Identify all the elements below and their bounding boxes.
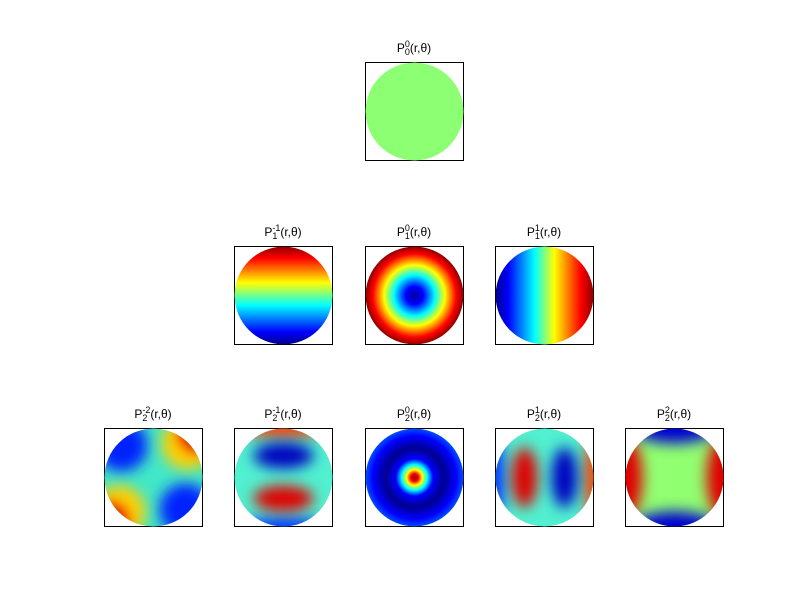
panel: P -11 (r,θ) [234, 223, 333, 345]
blob [706, 435, 724, 520]
title-superscript: 0 [405, 405, 410, 415]
disk [495, 428, 594, 527]
polynomial-image [365, 246, 464, 345]
title-subscript: 1 [405, 231, 410, 241]
title-base: P [397, 225, 405, 239]
disk [234, 246, 333, 345]
title-args: (r,θ) [410, 407, 431, 421]
title-superscript: 1 [535, 405, 540, 415]
title-args: (r,θ) [410, 225, 431, 239]
polynomial-image [365, 62, 464, 161]
disk [495, 246, 594, 345]
title-superscript: -2 [142, 405, 150, 415]
title-subscript: 2 [665, 413, 670, 423]
title-args: (r,θ) [280, 407, 301, 421]
panel: P 02 (r,θ) [365, 405, 464, 527]
title-superscript: 0 [405, 223, 410, 233]
blob [253, 442, 314, 469]
panel: P 01 (r,θ) [365, 223, 464, 345]
title-subscript: 1 [535, 231, 540, 241]
title-base: P [264, 407, 272, 421]
title-args: (r,θ) [280, 225, 301, 239]
blob [104, 428, 148, 472]
title-superscript: -1 [272, 223, 280, 233]
title-superscript: 1 [535, 223, 540, 233]
polynomial-image [625, 428, 724, 527]
panel: P 00 (r,θ) [365, 39, 464, 161]
title-base: P [397, 407, 405, 421]
title-subscript: 2 [535, 413, 540, 423]
blob [551, 447, 578, 508]
blob [632, 511, 717, 527]
title-args: (r,θ) [670, 407, 691, 421]
panel-title: P 12 (r,θ) [527, 405, 561, 423]
blob [625, 435, 643, 520]
panel-title: P -12 (r,θ) [264, 405, 301, 423]
panel: P 11 (r,θ) [495, 223, 594, 345]
panel-title: P 22 (r,θ) [657, 405, 691, 423]
disk [365, 246, 464, 345]
panel-title: P 02 (r,θ) [397, 405, 431, 423]
title-subscript: 1 [272, 231, 277, 241]
title-args: (r,θ) [410, 41, 431, 55]
title-superscript: 2 [665, 405, 670, 415]
panel: P 22 (r,θ) [625, 405, 724, 527]
panel-title: P -11 (r,θ) [264, 223, 301, 241]
disk [365, 428, 464, 527]
title-base: P [657, 407, 665, 421]
panel-title: P 11 (r,θ) [527, 223, 561, 241]
polynomial-image [365, 428, 464, 527]
title-base: P [264, 225, 272, 239]
panel: P -22 (r,θ) [104, 405, 203, 527]
polynomial-image [234, 246, 333, 345]
title-args: (r,θ) [150, 407, 171, 421]
blob [253, 485, 314, 512]
title-base: P [134, 407, 142, 421]
title-subscript: 2 [272, 413, 277, 423]
blob [511, 447, 538, 508]
title-superscript: 0 [405, 39, 410, 49]
title-base: P [527, 407, 535, 421]
panel: P -12 (r,θ) [234, 405, 333, 527]
polynomial-image [495, 246, 594, 345]
disk [625, 428, 724, 527]
title-superscript: -1 [272, 405, 280, 415]
title-subscript: 2 [405, 413, 410, 423]
panel-title: P 00 (r,θ) [397, 39, 431, 57]
panel-title: P 01 (r,θ) [397, 223, 431, 241]
blob [159, 483, 203, 527]
panel-title: P -22 (r,θ) [134, 405, 171, 423]
title-base: P [527, 225, 535, 239]
title-subscript: 0 [405, 47, 410, 57]
title-args: (r,θ) [540, 407, 561, 421]
disk [365, 62, 464, 161]
panel: P 12 (r,θ) [495, 405, 594, 527]
title-subscript: 2 [142, 413, 147, 423]
title-args: (r,θ) [540, 225, 561, 239]
blob [632, 428, 717, 444]
title-base: P [397, 41, 405, 55]
